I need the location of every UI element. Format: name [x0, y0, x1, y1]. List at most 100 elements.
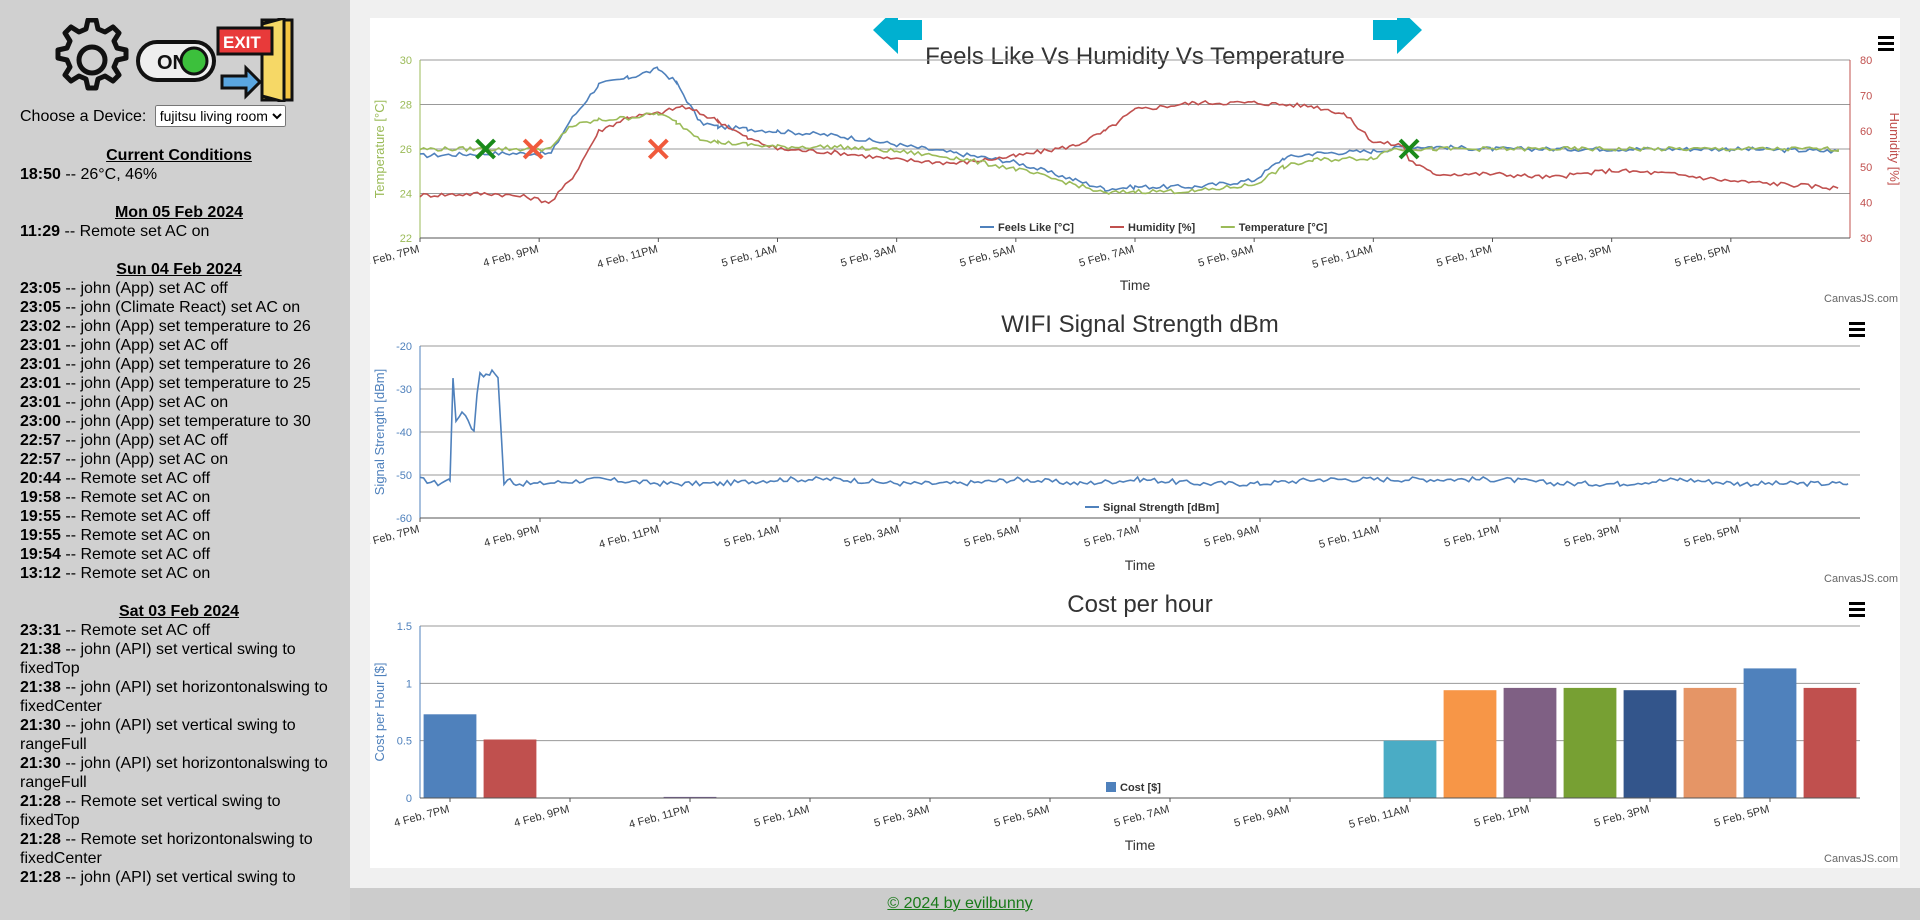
x-tick-label: 5 Feb, 1AM [720, 243, 778, 269]
chart-panel-climate: Feels Like Vs Humidity Vs Temperature 22 2… [363, 6, 1902, 308]
y-tick-label: -60 [396, 513, 412, 525]
log-entry: 18:50 -- 26°C, 46% [20, 165, 338, 184]
footer: © 2024 by evilbunny [0, 888, 1920, 920]
device-label: Choose a Device: [20, 108, 147, 125]
y-tick-label: -50 [396, 470, 412, 482]
log-entry-text: -- john (App) set temperature to 25 [60, 375, 311, 392]
main-area: Feels Like Vs Humidity Vs Temperature 22 2… [350, 0, 1920, 888]
legend-label: Temperature [°C] [1239, 222, 1328, 234]
x-tick-label: 5 Feb, 3AM [843, 523, 901, 549]
device-select[interactable]: fujitsu living room [154, 105, 286, 127]
log-entry-text: -- Remote set AC on [60, 223, 210, 240]
y2-tick-label: 70 [1860, 91, 1872, 103]
legend-item[interactable]: Humidity [%] [1110, 222, 1196, 234]
legend-item[interactable]: Feels Like [°C] [980, 222, 1074, 234]
arrow-right-icon[interactable] [1373, 6, 1422, 54]
log-entry-time: 21:28 [20, 831, 61, 848]
log-entry-text: -- john (Climate React) set AC on [60, 299, 301, 316]
y-axis-label: Cost per Hour [$] [372, 663, 387, 762]
log-entry-time: 11:29 [20, 223, 61, 240]
legend-item[interactable]: Cost [$] [1106, 782, 1161, 794]
legend-item[interactable]: Temperature [°C] [1220, 222, 1328, 234]
x-tick-label: 5 Feb, 3PM [1593, 803, 1651, 829]
y2-axis-label: Humidity [%] [1887, 113, 1900, 186]
series-line [419, 66, 1839, 192]
x-tick-label: 5 Feb, 5PM [1713, 803, 1771, 829]
gear-icon[interactable] [55, 18, 129, 91]
y-tick-label: 0 [406, 793, 412, 805]
x-tick-label: 5 Feb, 3AM [839, 243, 897, 269]
log-entry: 21:28 -- Remote set horizontonalswing to… [20, 830, 338, 868]
x-tick-label: 5 Feb, 11AM [1348, 803, 1411, 831]
climate-chart: Feels Like Vs Humidity Vs Temperature 22 2… [363, 6, 1902, 305]
chart-menu-icon[interactable] [1849, 602, 1865, 617]
log-entry-time: 22:57 [20, 451, 61, 468]
menu-bar [1878, 42, 1894, 45]
canvasjs-credit: CanvasJS.com [1824, 573, 1898, 585]
legend-item[interactable]: Signal Strength [dBm] [1085, 502, 1219, 514]
log-entry-text: -- john (App) set AC on [60, 451, 229, 468]
copyright-link[interactable]: © 2024 by evilbunny [887, 895, 1033, 912]
chart-title: Cost per hour [1067, 591, 1212, 618]
cost-bar [1563, 687, 1617, 798]
log-entry-text: -- Remote set AC off [60, 508, 211, 525]
log-entry: 23:01 -- john (App) set temperature to 2… [20, 374, 338, 393]
x-tick-label: 4 Feb, 9PM [513, 803, 571, 829]
log-entry-text: -- 26°C, 46% [60, 166, 158, 183]
log-entry-text: -- Remote set AC on [60, 527, 211, 544]
log-entry-time: 23:01 [20, 356, 61, 373]
x-tick-label: 4 Feb, 9PM [483, 523, 541, 549]
series-line [419, 368, 1849, 488]
legend-label: Feels Like [°C] [998, 222, 1074, 234]
log-entry-time: 21:28 [20, 793, 61, 810]
log-entry: 21:38 -- john (API) set vertical swing t… [20, 640, 338, 678]
chart-menu-icon[interactable] [1849, 322, 1865, 337]
x-tick-label: 5 Feb, 9AM [1233, 803, 1291, 829]
y-axis-label: Signal Strength [dBm] [372, 369, 387, 495]
log-entry-text: -- john (API) set vertical swing to [60, 869, 296, 886]
log-entry-time: 19:55 [20, 508, 61, 525]
log-group-title: Sun 04 Feb 2024 [116, 261, 242, 278]
log-entry-text: -- john (App) set AC off [60, 432, 228, 449]
chart-menu-icon[interactable] [1878, 36, 1894, 51]
log-entry-text: -- john (API) set horizontonalswing to r… [20, 755, 328, 791]
marker-stroke [522, 138, 544, 160]
arrow-left-icon[interactable] [873, 6, 922, 54]
log-entry: 21:28 -- john (API) set vertical swing t… [20, 868, 338, 887]
x-tick-label: 5 Feb, 3PM [1554, 243, 1612, 269]
x-tick-label: 5 Feb, 5AM [993, 803, 1051, 829]
legend-label: Humidity [%] [1128, 222, 1196, 234]
log-entry-time: 22:57 [20, 432, 61, 449]
y2-tick-label: 30 [1860, 233, 1872, 245]
device-chooser: Choose a Device: fujitsu living room [20, 105, 286, 127]
x-tick-label: 5 Feb, 1PM [1473, 803, 1531, 829]
cost-bar [663, 796, 717, 798]
x-tick-label: 5 Feb, 1PM [1443, 523, 1501, 549]
log-entry-text: -- john (App) set temperature to 26 [60, 318, 311, 335]
x-axis-label: Time [1125, 837, 1156, 853]
legend-label: Signal Strength [dBm] [1103, 502, 1219, 514]
toggle-text: ON [157, 52, 187, 74]
y-tick-label: 26 [400, 144, 412, 156]
menu-bar [1849, 614, 1865, 617]
x-tick-label: 5 Feb, 5PM [1683, 523, 1741, 549]
exit-door-icon[interactable]: EXIT [216, 18, 294, 102]
log-entry: 13:12 -- Remote set AC on [20, 564, 338, 583]
x-tick-label: 5 Feb, 5AM [963, 523, 1021, 549]
log-group-title: Current Conditions [106, 147, 252, 164]
x-tick-label: 5 Feb, 5PM [1674, 243, 1732, 269]
chart-title: WIFI Signal Strength dBm [1001, 311, 1278, 338]
y2-tick-label: 60 [1860, 126, 1872, 138]
x-tick-label: 5 Feb, 7AM [1113, 803, 1171, 829]
x-tick-label: 4 Feb, 11PM [598, 523, 661, 551]
log-entry: 23:01 -- john (App) set AC off [20, 336, 338, 355]
log-entry-time: 21:30 [20, 717, 61, 734]
x-tick-label: 5 Feb, 1AM [723, 523, 781, 549]
log-entry-time: 23:31 [20, 622, 61, 639]
canvasjs-credit: CanvasJS.com [1824, 293, 1898, 305]
power-toggle-icon[interactable]: ON [136, 40, 216, 82]
menu-bar [1849, 328, 1865, 331]
log-group-title: Sat 03 Feb 2024 [118, 603, 240, 620]
chart-panel-wifi: WIFI Signal Strength dBm -60 -50 -40 -30 -20 S… [363, 308, 1900, 588]
log-entry: 23:02 -- john (App) set temperature to 2… [20, 317, 338, 336]
